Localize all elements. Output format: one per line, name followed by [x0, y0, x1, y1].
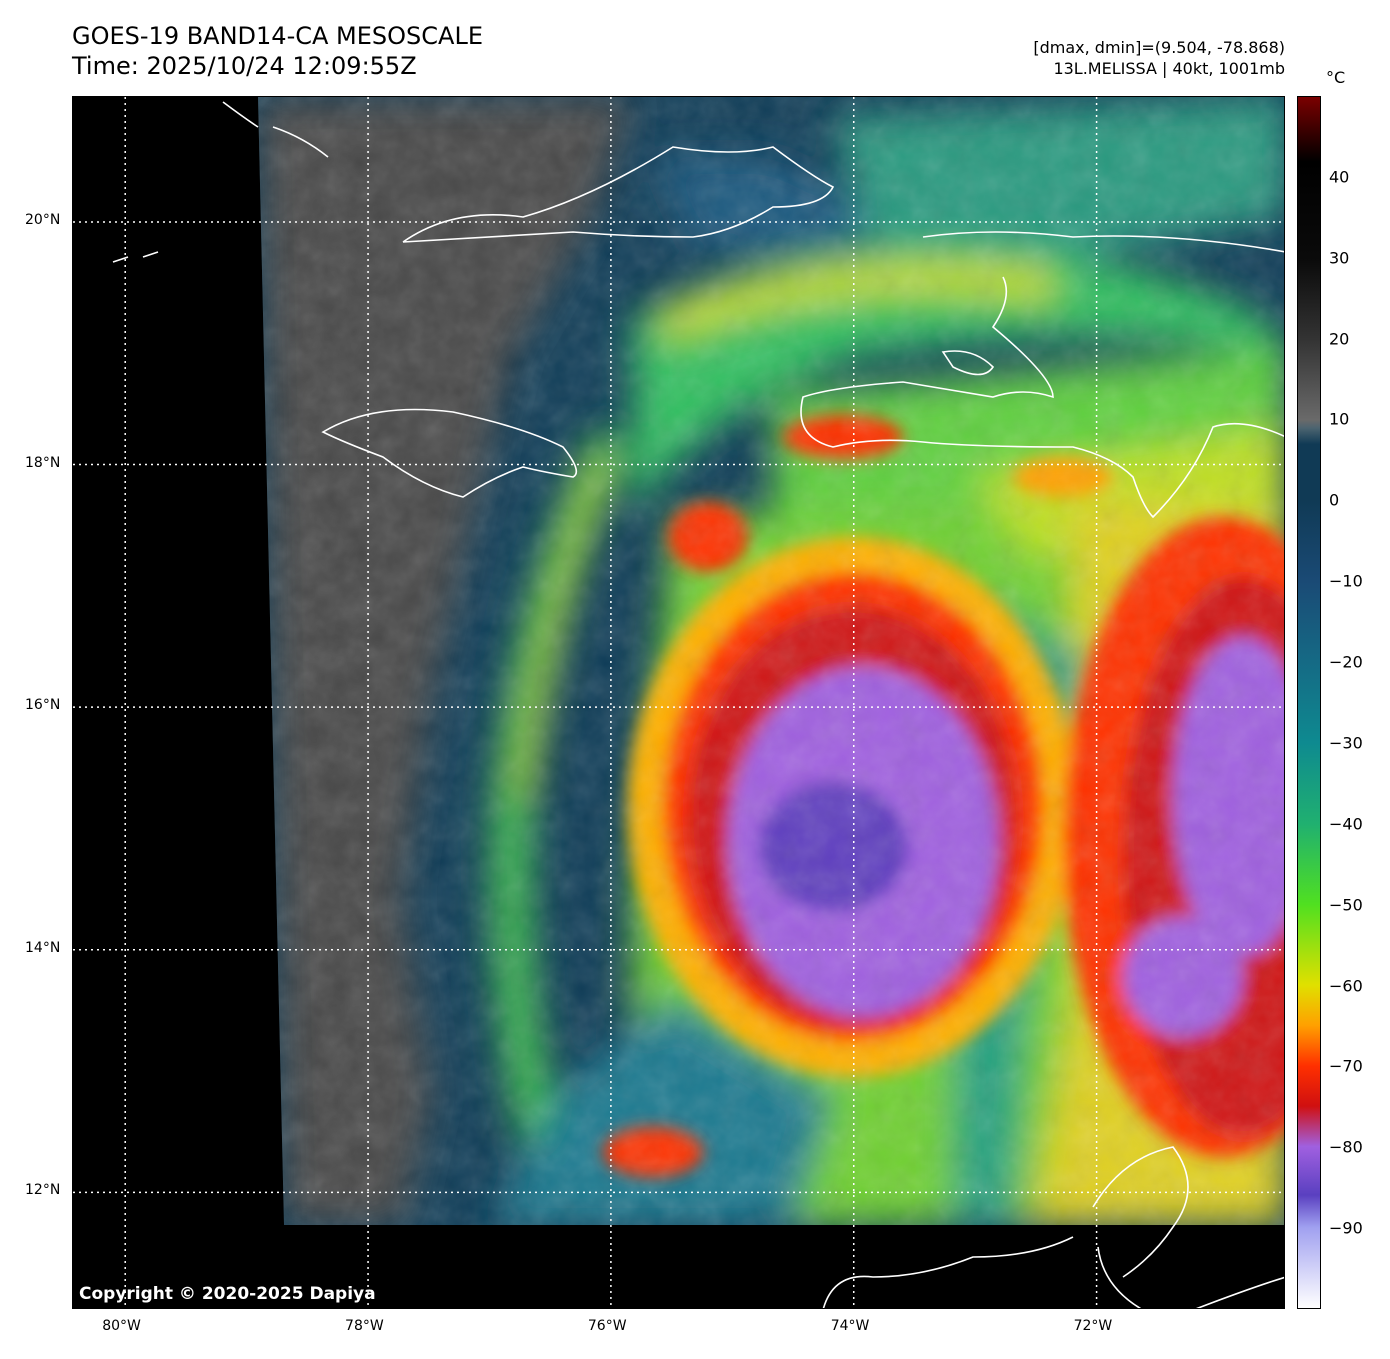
colorbar-tick-label: −40 [1329, 814, 1363, 834]
colorbar-tick-label: −70 [1329, 1056, 1363, 1076]
coastlines [112, 101, 1284, 1308]
lon-tick-label: 74°W [830, 1318, 870, 1334]
lat-tick-label: 12°N [25, 1182, 61, 1199]
title-product: GOES-19 BAND14-CA MESOSCALE [72, 22, 483, 50]
colorbar-tick-label: 10 [1329, 409, 1350, 429]
colorbar-tick-label: −50 [1329, 895, 1363, 915]
data-range-info: [dmax, dmin]=(9.504, -78.868) [1033, 38, 1285, 57]
colorbar-tick-label: 20 [1329, 329, 1350, 349]
title-time: Time: 2025/10/24 12:09:55Z [72, 52, 417, 80]
ir-imagery [73, 97, 1284, 1308]
lon-tick-label: 76°W [587, 1318, 627, 1334]
temperature-colorbar [1297, 96, 1321, 1309]
lat-tick-label: 14°N [25, 939, 61, 956]
colorbar-tick-label: −30 [1329, 733, 1363, 753]
graticule [73, 97, 1284, 1308]
lon-tick-label: 78°W [345, 1318, 384, 1334]
lon-tick-label: 80°W [102, 1318, 141, 1334]
lat-tick-label: 20°N [25, 211, 61, 228]
storm-info: 13L.MELISSA | 40kt, 1001mb [1053, 59, 1285, 78]
colorbar-tick-label: 0 [1329, 490, 1340, 510]
colorbar-tick-label: −20 [1329, 652, 1363, 672]
colorbar-tick-label: 30 [1329, 248, 1350, 268]
colorbar-tick-label: −80 [1329, 1137, 1363, 1157]
colorbar-tick-label: −10 [1329, 571, 1363, 591]
colorbar-tick-label: −60 [1329, 976, 1363, 996]
colorbar-unit: °C [1326, 68, 1346, 87]
lat-tick-label: 16°N [25, 697, 61, 714]
satellite-map: Copyright © 2020-2025 Dapiya [72, 96, 1285, 1309]
colorbar-tick-label: −90 [1329, 1218, 1363, 1238]
copyright-text: Copyright © 2020-2025 Dapiya [79, 1284, 376, 1304]
colorbar-tick-label: 40 [1329, 167, 1350, 187]
lat-tick-label: 18°N [25, 454, 61, 471]
lon-tick-label: 72°W [1073, 1318, 1113, 1334]
